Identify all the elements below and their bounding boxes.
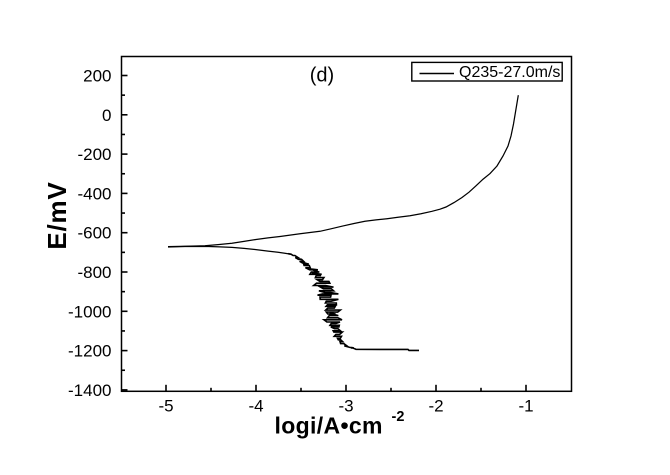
- svg-text:-1: -1: [518, 397, 533, 416]
- svg-text:-5: -5: [158, 397, 173, 416]
- svg-text:Q235-27.0m/s: Q235-27.0m/s: [459, 64, 560, 81]
- svg-text:-1400: -1400: [68, 381, 111, 400]
- svg-text:200: 200: [83, 67, 111, 86]
- svg-text:-1000: -1000: [68, 302, 111, 321]
- svg-text:logi/A•cm: logi/A•cm: [275, 413, 383, 439]
- svg-text:-200: -200: [77, 145, 111, 164]
- svg-text:-3: -3: [338, 397, 353, 416]
- svg-text:0: 0: [102, 106, 111, 125]
- svg-text:(d): (d): [310, 65, 334, 87]
- svg-text:-800: -800: [77, 263, 111, 282]
- svg-text:-400: -400: [77, 184, 111, 203]
- svg-text:-600: -600: [77, 224, 111, 243]
- svg-text:-4: -4: [248, 397, 263, 416]
- svg-text:-2: -2: [428, 397, 443, 416]
- svg-text:-1200: -1200: [68, 342, 111, 361]
- svg-text:E/mV: E/mV: [42, 181, 72, 249]
- svg-text:-2: -2: [392, 409, 405, 425]
